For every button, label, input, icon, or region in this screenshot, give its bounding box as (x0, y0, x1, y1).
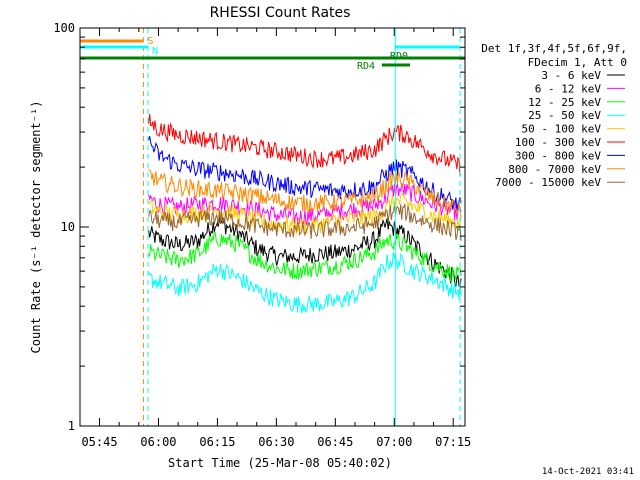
x-tick-label-1: 06:00 (140, 435, 176, 449)
series-line-2 (148, 231, 462, 282)
x-tick-label-2: 06:15 (199, 435, 235, 449)
series-line-6 (148, 136, 462, 211)
flag-bars: SN RD0 RD4 (80, 36, 465, 72)
legend: Det 1f,3f,4f,5f,6f,9f,FDecim 1, Att 03 -… (481, 42, 627, 189)
series-line-0 (148, 216, 462, 288)
series-line-4 (148, 191, 462, 236)
series-line-3 (148, 252, 462, 314)
series-layer (148, 113, 462, 314)
y-tick-label-0: 1 (68, 419, 75, 433)
flag-bar-label-4: RD4 (357, 61, 375, 72)
x-ticks: 05:45 06:00 06:15 06:30 06:45 07:00 07:15 (81, 28, 471, 449)
legend-label-1: 6 - 12 keV (535, 82, 602, 95)
legend-label-2: 12 - 25 keV (528, 96, 601, 109)
legend-label-7: 800 - 7000 keV (508, 163, 601, 176)
y-tick-label-1: 10 (61, 220, 75, 234)
y-axis-label: Count Rate (s⁻¹ detector segment⁻¹) (29, 101, 43, 354)
x-tick-label-0: 05:45 (81, 435, 117, 449)
x-tick-label-3: 06:30 (258, 435, 294, 449)
legend-label-6: 300 - 800 keV (515, 149, 601, 162)
series-line-5 (148, 113, 462, 177)
flag-bar-label-3: RD0 (390, 51, 408, 62)
legend-label-4: 50 - 100 keV (522, 123, 602, 136)
x-tick-label-4: 06:45 (317, 435, 353, 449)
footer-timestamp: 14-Oct-2021 03:41 (542, 467, 634, 477)
x-tick-label-5: 07:00 (376, 435, 412, 449)
legend-label-5: 100 - 300 keV (515, 136, 601, 149)
y-ticks: 1 10 100 (53, 21, 465, 433)
series-line-7 (148, 168, 462, 218)
x-axis-label: Start Time (25-Mar-08 05:40:02) (168, 456, 392, 470)
legend-label-0: 3 - 6 keV (541, 69, 601, 82)
chart-title: RHESSI Count Rates (210, 5, 351, 21)
legend-header-1: FDecim 1, Att 0 (528, 56, 627, 69)
x-tick-label-6: 07:15 (435, 435, 471, 449)
legend-label-3: 25 - 50 keV (528, 109, 601, 122)
y-tick-label-2: 100 (53, 21, 75, 35)
series-line-8 (148, 203, 462, 241)
flag-bar-label-0: S (147, 36, 153, 47)
legend-header-0: Det 1f,3f,4f,5f,6f,9f, (481, 42, 627, 55)
legend-label-8: 7000 - 15000 keV (495, 176, 601, 189)
flag-bar-label-1: N (152, 46, 158, 57)
